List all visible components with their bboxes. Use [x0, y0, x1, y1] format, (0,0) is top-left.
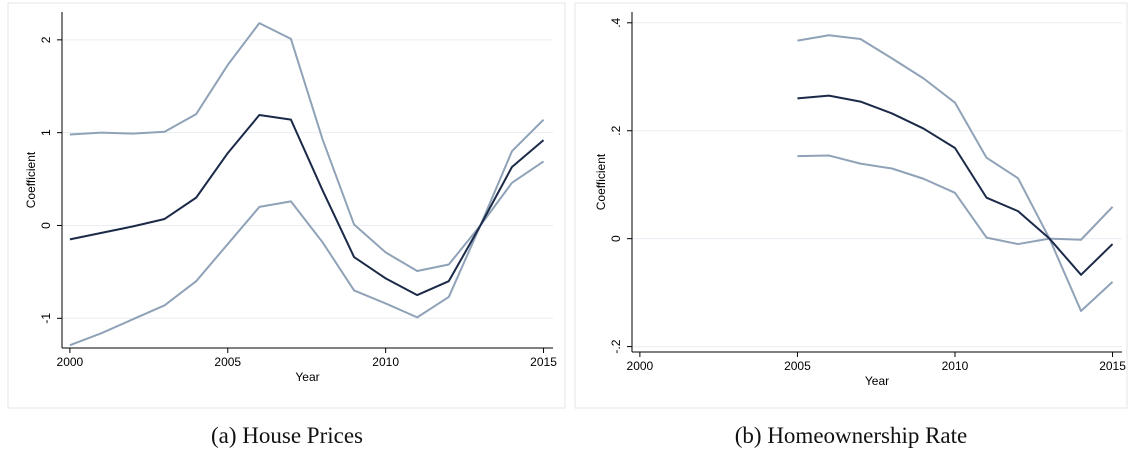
y-axis-title: Coefficient — [24, 151, 38, 208]
series-line — [69, 114, 545, 297]
caption: (a) House Prices — [211, 423, 363, 448]
x-tick-label: 2000 — [627, 359, 654, 373]
caption: (b) Homeownership Rate — [735, 423, 968, 448]
x-tick-label: 2005 — [784, 359, 811, 373]
x-tick-label: 2005 — [214, 355, 241, 369]
x-axis-title: Year — [865, 374, 889, 388]
x-tick-label: 2000 — [57, 355, 84, 369]
y-tick-label: 0 — [39, 222, 53, 229]
series-line — [69, 160, 545, 347]
y-tick-label: .2 — [609, 125, 623, 135]
y-axis-title: Coefficient — [594, 153, 608, 210]
series-line — [797, 34, 1114, 241]
x-axis-title: Year — [295, 370, 319, 384]
x-tick-label: 2010 — [372, 355, 399, 369]
x-tick-label: 2015 — [1099, 359, 1126, 373]
y-tick-label: 0 — [609, 235, 623, 242]
panel-frame — [7, 2, 566, 409]
x-tick-label: 2010 — [942, 359, 969, 373]
series-line — [797, 94, 1114, 276]
y-tick-label: -.2 — [609, 339, 623, 353]
y-tick-label: 1 — [39, 129, 53, 136]
y-tick-label: 2 — [39, 36, 53, 43]
series-line — [69, 22, 545, 272]
x-tick-label: 2015 — [530, 355, 557, 369]
series-line — [797, 154, 1114, 312]
y-tick-label: .4 — [609, 17, 623, 27]
panel-frame — [574, 2, 1128, 409]
y-tick-label: -1 — [39, 313, 53, 324]
